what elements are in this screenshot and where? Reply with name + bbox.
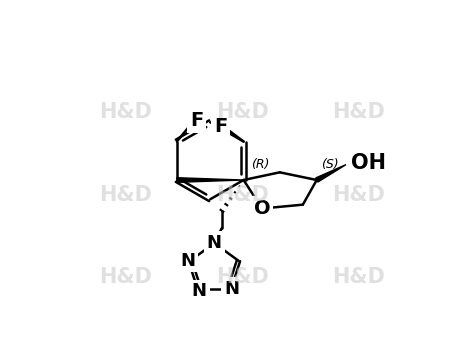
- Text: N: N: [192, 282, 207, 300]
- Text: H&D: H&D: [333, 102, 385, 122]
- Text: H&D: H&D: [333, 267, 385, 287]
- Text: F: F: [190, 111, 203, 130]
- Text: H&D: H&D: [216, 102, 269, 122]
- Text: (S): (S): [321, 158, 338, 171]
- Text: H&D: H&D: [99, 267, 152, 287]
- Text: H&D: H&D: [99, 185, 152, 204]
- Text: H&D: H&D: [216, 267, 269, 287]
- Text: (R): (R): [251, 158, 270, 171]
- Text: F: F: [214, 117, 227, 136]
- Text: H&D: H&D: [333, 185, 385, 204]
- Polygon shape: [315, 165, 346, 182]
- Text: H&D: H&D: [99, 102, 152, 122]
- Text: OH: OH: [350, 153, 385, 173]
- Text: O: O: [254, 199, 271, 218]
- Text: N: N: [180, 252, 195, 270]
- Text: N: N: [207, 234, 222, 252]
- Text: N: N: [224, 280, 239, 298]
- Polygon shape: [177, 178, 244, 182]
- Text: H&D: H&D: [216, 185, 269, 204]
